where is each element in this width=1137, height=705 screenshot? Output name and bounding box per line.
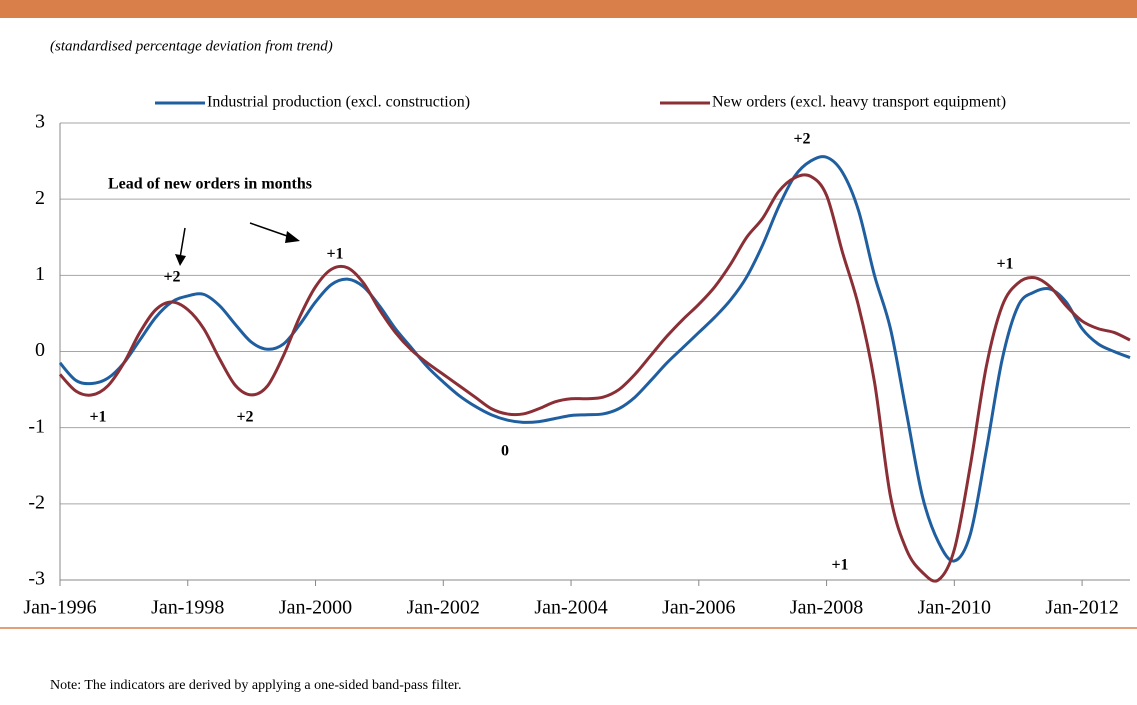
note: Note: The indicators are derived by appl… [50,678,461,693]
legend-label: Industrial production (excl. constructio… [207,94,470,111]
series-line [58,173,1131,583]
x-tick-label: Jan-1998 [151,597,224,619]
series-line [58,155,1131,563]
y-tick-label: -2 [28,491,45,513]
top-bar [0,0,1137,18]
annotation: +1 [89,409,106,426]
y-tick-label: 3 [35,111,45,133]
x-tick-label: Jan-2008 [790,597,863,619]
x-tick-label: Jan-2006 [662,597,735,619]
y-tick-label: 1 [35,263,45,285]
arrow [179,227,186,259]
annotation: +1 [996,256,1013,273]
x-tick-label: Jan-2000 [279,597,352,619]
y-tick-label: 0 [35,339,45,361]
arrow-head [175,254,186,266]
subtitle: (standardised percentage deviation from … [50,38,333,54]
y-tick-label: 2 [35,187,45,209]
y-tick-label: -1 [28,415,45,437]
annotation: Lead of new orders in months [108,176,312,193]
y-tick-label: -3 [28,568,45,590]
x-tick-label: Jan-2002 [407,597,480,619]
annotation: 0 [501,443,509,460]
annotation: +2 [236,409,253,426]
x-tick-label: Jan-2012 [1045,597,1118,619]
x-tick-label: Jan-1996 [23,597,96,619]
x-tick-label: Jan-2004 [534,597,607,619]
arrow-head [285,231,300,243]
annotation: +2 [793,131,810,148]
legend-label: New orders (excl. heavy transport equipm… [712,94,1006,111]
annotation: +2 [163,269,180,286]
x-tick-label: Jan-2010 [918,597,991,619]
annotation: +1 [326,246,343,263]
arrow [249,222,291,238]
annotation: +1 [831,557,848,574]
